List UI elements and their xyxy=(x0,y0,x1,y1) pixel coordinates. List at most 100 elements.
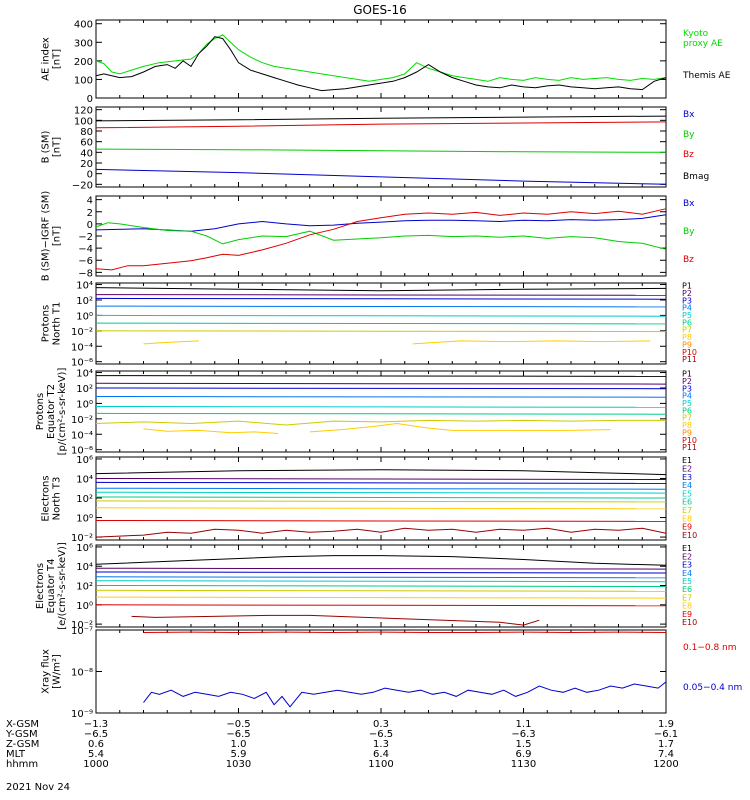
series-p5 xyxy=(95,314,667,317)
y-tick-label: 10⁻⁴ xyxy=(71,430,93,441)
legend-entry: P6 xyxy=(682,406,692,415)
y-axis-label: Protons xyxy=(41,305,52,342)
series-e5 xyxy=(95,580,667,583)
y-tick-label: 10⁰ xyxy=(76,399,93,410)
series-e9 xyxy=(95,604,667,607)
legend-entry: P2 xyxy=(682,289,692,298)
legend-entry: E9 xyxy=(682,610,692,619)
legend-entry: P8 xyxy=(682,421,692,430)
y-axis-label: North T1 xyxy=(52,302,63,346)
x-axis-value: −6.5 xyxy=(226,729,250,740)
legend-entry: E7 xyxy=(682,506,692,515)
plot-title: GOES-16 xyxy=(353,3,407,17)
series-p3 xyxy=(95,387,667,390)
legend-entry: E3 xyxy=(682,473,692,482)
series-e10 xyxy=(95,527,667,538)
y-tick-label: 10⁻⁷ xyxy=(71,626,93,637)
x-axis-value: 7.4 xyxy=(658,749,674,760)
legend-entry: E2 xyxy=(682,465,692,474)
legend-entry: P5 xyxy=(682,399,692,408)
series-e6 xyxy=(95,496,667,499)
series-bz xyxy=(95,121,667,129)
y-tick-label: 10⁰ xyxy=(76,311,93,322)
panel-frame xyxy=(95,629,667,714)
x-axis-value: 1100 xyxy=(368,759,393,770)
y-tick-label: 10² xyxy=(76,384,93,395)
y-tick-label: −20 xyxy=(72,180,93,191)
y-tick-label: 10⁻² xyxy=(71,533,93,544)
series-p3 xyxy=(95,297,667,300)
legend-entry: E7 xyxy=(682,593,692,602)
series-p7 xyxy=(95,330,667,333)
x-axis-value: −6.1 xyxy=(654,729,678,740)
series-by xyxy=(95,148,667,153)
y-tick-label: 10⁶ xyxy=(76,455,93,466)
y-axis-label: AE index xyxy=(41,37,52,81)
legend-entry: proxy AE xyxy=(683,39,723,49)
series-e4 xyxy=(95,487,667,490)
y-axis-label: [e/(cm²-s-sr-keV)] xyxy=(57,542,68,630)
series-e10 xyxy=(131,614,540,626)
y-tick-label: 400 xyxy=(74,20,93,31)
legend-entry: E6 xyxy=(682,498,692,507)
x-axis-value: 1.1 xyxy=(516,719,532,730)
legend-entry: Bx xyxy=(683,199,695,209)
y-tick-label: 4 xyxy=(87,196,93,207)
y-axis-label: Protons xyxy=(35,393,46,430)
y-axis-label: [nT] xyxy=(52,137,63,157)
x-axis-row-label: MLT xyxy=(6,749,26,760)
series-e3 xyxy=(95,571,667,574)
legend-entry: 0.1−0.8 nm xyxy=(683,643,737,653)
series-p6 xyxy=(95,412,667,415)
y-axis-label: Electrons xyxy=(35,563,46,609)
series-e4 xyxy=(95,576,667,579)
panel-ee: 10⁶ 10⁴ 10² 10⁰ 10⁻² Electrons Equator T4 [e/(c… xyxy=(35,542,697,631)
legend-entry: E1 xyxy=(682,456,692,465)
legend-entry: P11 xyxy=(682,355,697,364)
panel-xray: 10⁻⁷ 10⁻⁸ 10⁻⁹ Xray flux [W/m²] 0.1−0.8 nm 0.0… xyxy=(41,626,743,720)
y-tick-label: 10⁰ xyxy=(76,601,93,612)
x-axis-value: 6.4 xyxy=(373,749,389,760)
legend-entry: E1 xyxy=(682,544,692,553)
series-bx xyxy=(95,168,667,185)
x-axis-value: 1200 xyxy=(653,759,678,770)
series-p5 xyxy=(95,406,667,408)
x-axis-row-label: X-GSM xyxy=(6,719,39,730)
series-e8 xyxy=(95,596,667,599)
x-axis-value: −0.5 xyxy=(226,719,250,730)
series-p4 xyxy=(95,305,667,308)
y-axis-label: [nT] xyxy=(52,49,63,69)
y-tick-label: 100 xyxy=(74,116,93,127)
y-tick-label: 300 xyxy=(74,38,93,49)
legend-entry: P2 xyxy=(682,377,692,386)
series-e7 xyxy=(95,500,667,503)
legend-entry: P1 xyxy=(682,282,692,291)
y-tick-label: −6 xyxy=(78,256,93,267)
y-axis-label: [W/m²] xyxy=(52,654,63,689)
y-tick-label: 10⁻⁴ xyxy=(71,342,93,353)
y-tick-label: 40 xyxy=(80,148,93,159)
series-e6 xyxy=(95,585,667,587)
x-axis-value: 1.5 xyxy=(516,739,532,750)
y-tick-label: 80 xyxy=(80,127,93,138)
legend-entry: Bx xyxy=(683,110,695,120)
legend-entry: P9 xyxy=(682,428,692,437)
series-e2 xyxy=(95,478,667,480)
y-tick-label: 60 xyxy=(80,138,93,149)
y-tick-label: 120 xyxy=(74,106,93,117)
legend-entry: E3 xyxy=(682,561,692,570)
series-bz xyxy=(95,208,667,271)
panel-frame xyxy=(95,195,667,277)
legend-entry: P10 xyxy=(682,348,697,357)
y-tick-label: 10⁻² xyxy=(71,327,93,338)
y-tick-label: 10² xyxy=(76,494,93,505)
series-p6 xyxy=(95,322,667,325)
x-axis-value: 1130 xyxy=(511,759,536,770)
x-axis-value: 1000 xyxy=(83,759,108,770)
series-e7 xyxy=(95,589,667,592)
y-tick-label: 2 xyxy=(87,208,93,219)
